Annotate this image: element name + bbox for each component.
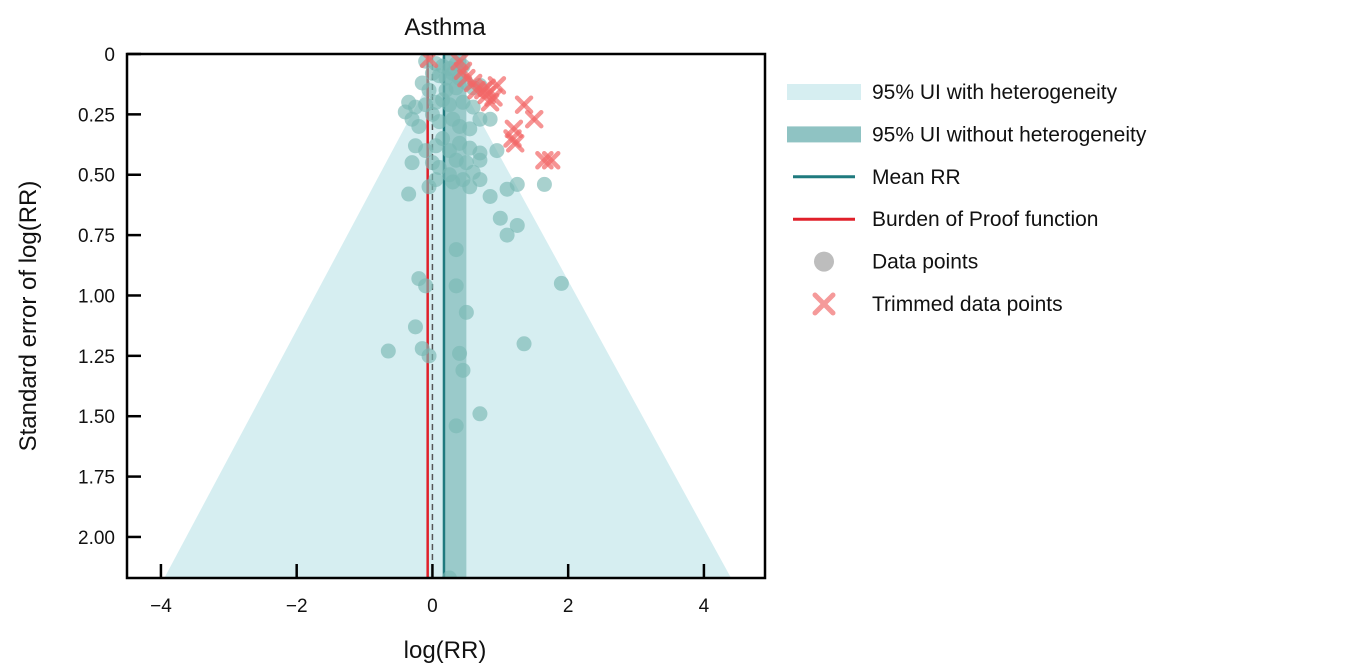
y-tick-label: 1.50 [78, 407, 115, 428]
data-point [482, 188, 498, 204]
data-point [509, 217, 525, 233]
legend-label: 95% UI without heterogeneity [872, 123, 1147, 146]
legend-label: Data points [872, 251, 978, 274]
data-point [435, 131, 451, 147]
data-point [421, 82, 437, 98]
trimmed-data-point [524, 109, 544, 129]
legend-label: Trimmed data points [872, 293, 1063, 316]
data-point [462, 121, 478, 137]
legend: 95% UI with heterogeneity 95% UI without … [787, 81, 1147, 316]
data-point [401, 186, 417, 202]
data-point [407, 319, 423, 335]
legend-label: Burden of Proof function [872, 208, 1098, 231]
legend-label: 95% UI with heterogeneity [872, 81, 1118, 104]
legend-swatch-trimmed-points [812, 292, 836, 316]
trimmed-data-point [477, 78, 496, 98]
data-point [516, 336, 532, 352]
trimmed-data-point [505, 134, 525, 153]
plot-frame [125, 52, 767, 580]
data-point [380, 343, 396, 359]
y-tick-label: 0.50 [78, 166, 115, 187]
x-tick-label: 0 [427, 596, 438, 617]
legend-item: Trimmed data points [812, 292, 1063, 316]
y-tick-label: 2.00 [78, 528, 115, 549]
data-point [452, 345, 468, 361]
data-point [458, 304, 474, 320]
x-tick-label: 4 [699, 596, 710, 617]
data-point [492, 210, 508, 226]
y-tick-label: 0.75 [78, 226, 115, 247]
x-axis-ticks: −4 −2 0 2 4 [150, 564, 710, 617]
x-tick-label: −4 [150, 596, 172, 617]
data-point [411, 118, 427, 134]
trimmed-data-point [541, 150, 561, 170]
legend-swatch-ui-with-heterogeneity [787, 84, 861, 100]
data-point [421, 348, 437, 364]
data-point [472, 406, 488, 422]
chart-title: Asthma [404, 14, 486, 41]
legend-item: 95% UI with heterogeneity [787, 81, 1118, 104]
x-axis-label: log(RR) [404, 637, 487, 664]
y-axis-label: Standard error of log(RR) [15, 181, 42, 452]
data-point [455, 362, 471, 378]
legend-item: Burden of Proof function [793, 208, 1098, 231]
data-point [482, 111, 498, 127]
data-point [472, 172, 488, 188]
y-tick-label: 1.75 [78, 468, 115, 489]
legend-item: Mean RR [793, 166, 961, 189]
data-point [431, 114, 447, 130]
legend-swatch-data-points [814, 251, 834, 272]
y-tick-label: 1.25 [78, 347, 115, 368]
data-point [404, 155, 420, 171]
data-point [509, 176, 525, 192]
data-point [472, 152, 488, 168]
legend-swatch-ui-without-heterogeneity [787, 126, 861, 143]
data-point [553, 275, 569, 291]
data-point [489, 143, 505, 159]
data-point [418, 278, 434, 294]
y-tick-label: 1.00 [78, 286, 115, 307]
data-point [499, 227, 515, 243]
y-tick-label: 0 [104, 45, 115, 66]
legend-item: 95% UI without heterogeneity [787, 123, 1147, 146]
data-point [448, 278, 464, 294]
y-axis-ticks: 0 0.25 0.50 0.75 1.00 1.25 1.50 1.75 2.00 [78, 45, 141, 549]
legend-label: Mean RR [872, 166, 961, 189]
data-point [448, 242, 464, 258]
data-point [421, 179, 437, 195]
x-tick-label: 2 [563, 596, 574, 617]
legend-item: Data points [814, 251, 978, 274]
data-point [448, 418, 464, 434]
y-tick-label: 0.25 [78, 105, 115, 126]
data-point [441, 570, 457, 578]
x-tick-label: −2 [286, 596, 308, 617]
data-point [536, 176, 552, 192]
data-point [441, 97, 457, 113]
trimmed-data-point [514, 95, 534, 114]
plot-area [164, 54, 732, 578]
data-point [465, 99, 481, 115]
